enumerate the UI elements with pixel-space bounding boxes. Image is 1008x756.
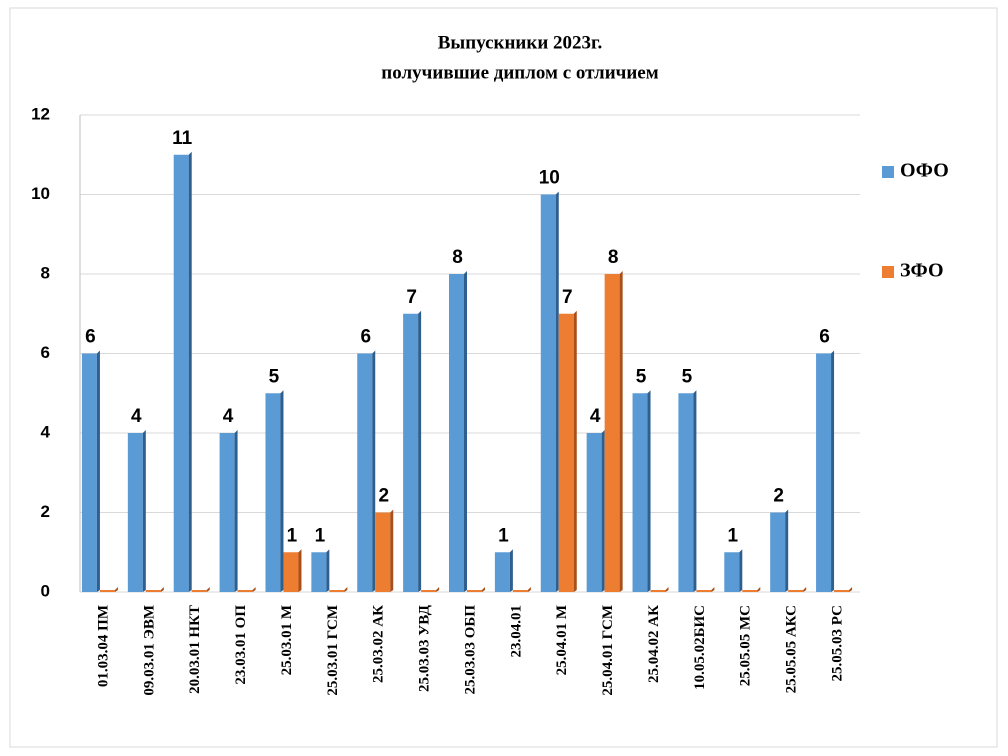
x-tick-label: 10.05.02БИС: [692, 605, 708, 690]
x-tick-label: 25.03.03 ОБП: [462, 605, 478, 695]
bar: [558, 310, 577, 592]
bar: [512, 587, 531, 592]
bar: [237, 587, 256, 592]
y-tick-label: 0: [41, 581, 50, 600]
data-label: 1: [287, 525, 298, 546]
data-label: 5: [269, 366, 280, 387]
bar: [586, 430, 605, 592]
x-tick-label: 20.03.01 НКТ: [187, 605, 203, 694]
bar: [219, 430, 238, 592]
legend-label: ЗФО: [900, 260, 944, 282]
bar: [494, 549, 513, 592]
data-label: 4: [223, 406, 234, 427]
bar: [283, 549, 302, 592]
data-label: 1: [498, 525, 509, 546]
data-label: 1: [315, 525, 326, 546]
bar: [650, 587, 669, 592]
bar: [604, 271, 623, 592]
bar: [696, 587, 715, 592]
bar: [816, 350, 835, 592]
data-label: 4: [590, 406, 601, 427]
bar: [265, 390, 284, 592]
x-tick-label: 25.04.01 М: [554, 605, 570, 675]
bar: [540, 191, 559, 592]
x-tick-label: 25.04.02 АК: [646, 605, 662, 683]
bar: [311, 549, 330, 592]
data-label: 2: [378, 486, 389, 507]
x-tick-label: 09.03.01 ЭВМ: [141, 605, 157, 696]
y-tick-label: 10: [31, 184, 50, 203]
data-label: 6: [819, 327, 830, 348]
data-label: 1: [728, 525, 739, 546]
bar: [770, 509, 789, 592]
bar: [375, 509, 394, 592]
x-tick-label: 25.03.02 АК: [371, 605, 387, 683]
x-tick-label: 25.05.05 МС: [738, 605, 754, 686]
bar: [173, 151, 192, 592]
legend-swatch: [882, 166, 894, 178]
bar: [145, 587, 164, 592]
bar: [742, 587, 761, 592]
y-tick-label: 12: [31, 104, 50, 123]
bar: [357, 350, 376, 592]
data-label: 11: [172, 128, 193, 149]
bar: [467, 587, 485, 592]
data-label: 8: [608, 247, 619, 268]
x-tick-label: 25.05.03 РС: [829, 605, 845, 681]
x-tick-label: 01.03.04 ПМ: [95, 605, 111, 687]
bar: [678, 390, 697, 592]
bar: [788, 587, 807, 592]
bar: [421, 587, 440, 592]
bar: [127, 430, 146, 592]
bar: [724, 549, 743, 592]
chart-title: получившие диплом с отличием: [381, 62, 658, 83]
x-tick-label: 25.03.01 ГСМ: [325, 605, 341, 696]
x-tick-label: 25.03.03 УВД: [417, 604, 433, 692]
legend-swatch: [882, 266, 894, 278]
x-tick-label: 25.03.01 М: [279, 605, 295, 675]
bar: [329, 587, 348, 592]
bar: [403, 310, 422, 592]
data-label: 6: [85, 327, 96, 348]
chart-border: [9, 7, 998, 748]
x-tick-label: 23.04.01: [508, 605, 524, 658]
data-label: 7: [562, 287, 573, 308]
y-tick-label: 8: [41, 263, 50, 282]
y-tick-label: 2: [41, 502, 50, 521]
x-tick-label: 25.04.01 ГСМ: [600, 605, 616, 696]
chart-title: Выпускники 2023г.: [438, 32, 603, 53]
data-label: 5: [682, 366, 693, 387]
y-tick-label: 6: [41, 343, 50, 362]
data-label: 2: [773, 486, 784, 507]
data-label: 8: [452, 247, 463, 268]
bar: [449, 271, 467, 592]
bar: [99, 587, 118, 592]
legend-label: ОФО: [900, 160, 949, 182]
bar: [834, 587, 853, 592]
data-label: 7: [406, 287, 417, 308]
data-label: 5: [636, 366, 647, 387]
x-tick-label: 25.05.05 АКС: [784, 605, 800, 693]
data-label: 6: [360, 327, 371, 348]
data-label: 10: [539, 168, 560, 189]
bar: [81, 350, 100, 592]
bar: [632, 390, 651, 592]
x-tick-label: 23.03.01 ОП: [233, 605, 249, 685]
bar: [191, 587, 210, 592]
y-tick-label: 4: [41, 422, 51, 441]
data-label: 4: [131, 406, 142, 427]
